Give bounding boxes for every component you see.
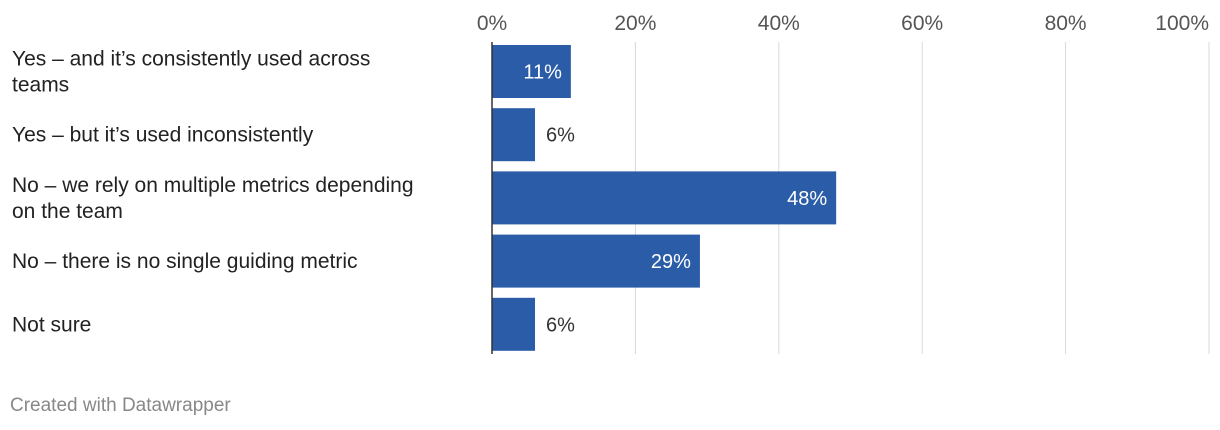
category-label-0: Yes – and it’s consistently used across t… xyxy=(12,48,370,97)
category-label-line: Yes – but it’s used inconsistently xyxy=(12,124,314,147)
value-label-0: 11% xyxy=(523,62,562,84)
bar-3 xyxy=(492,234,700,288)
bar-2 xyxy=(492,171,837,225)
tick-label-60: 60% xyxy=(901,12,943,35)
tick-label-0: 0% xyxy=(477,12,507,35)
value-label-3: 29% xyxy=(651,251,691,273)
bar-0 xyxy=(492,45,571,98)
tick-label-20: 20% xyxy=(614,12,656,35)
value-label-2: 48% xyxy=(787,188,827,210)
tick-label-40: 40% xyxy=(758,12,800,35)
category-label-line: No – we rely on multiple metrics dependi… xyxy=(12,174,414,197)
category-label-line: on the team xyxy=(12,200,123,223)
category-label-2: No – we rely on multiple metrics dependi… xyxy=(12,174,414,223)
bar-1 xyxy=(492,108,536,162)
credit-label: Created with Datawrapper xyxy=(10,395,231,416)
category-label-line: No – there is no single guiding metric xyxy=(12,250,358,273)
value-label-4: 6% xyxy=(546,314,575,336)
category-label-1: Yes – but it’s used inconsistently xyxy=(12,124,314,147)
category-label-3: No – there is no single guiding metric xyxy=(12,250,358,273)
bar-4 xyxy=(492,297,536,351)
category-label-line: Yes – and it’s consistently used across xyxy=(12,48,370,71)
bar-chart: 0% 20% 40% 60% 80% 100% 11% Yes – and it’s cons… xyxy=(12,12,1210,354)
category-label-line: Not sure xyxy=(12,313,91,336)
tick-label-80: 80% xyxy=(1045,12,1087,35)
category-label-line: teams xyxy=(12,74,69,97)
value-label-1: 6% xyxy=(546,125,575,147)
tick-label-100: 100% xyxy=(1155,12,1209,35)
category-label-4: Not sure xyxy=(12,313,91,336)
